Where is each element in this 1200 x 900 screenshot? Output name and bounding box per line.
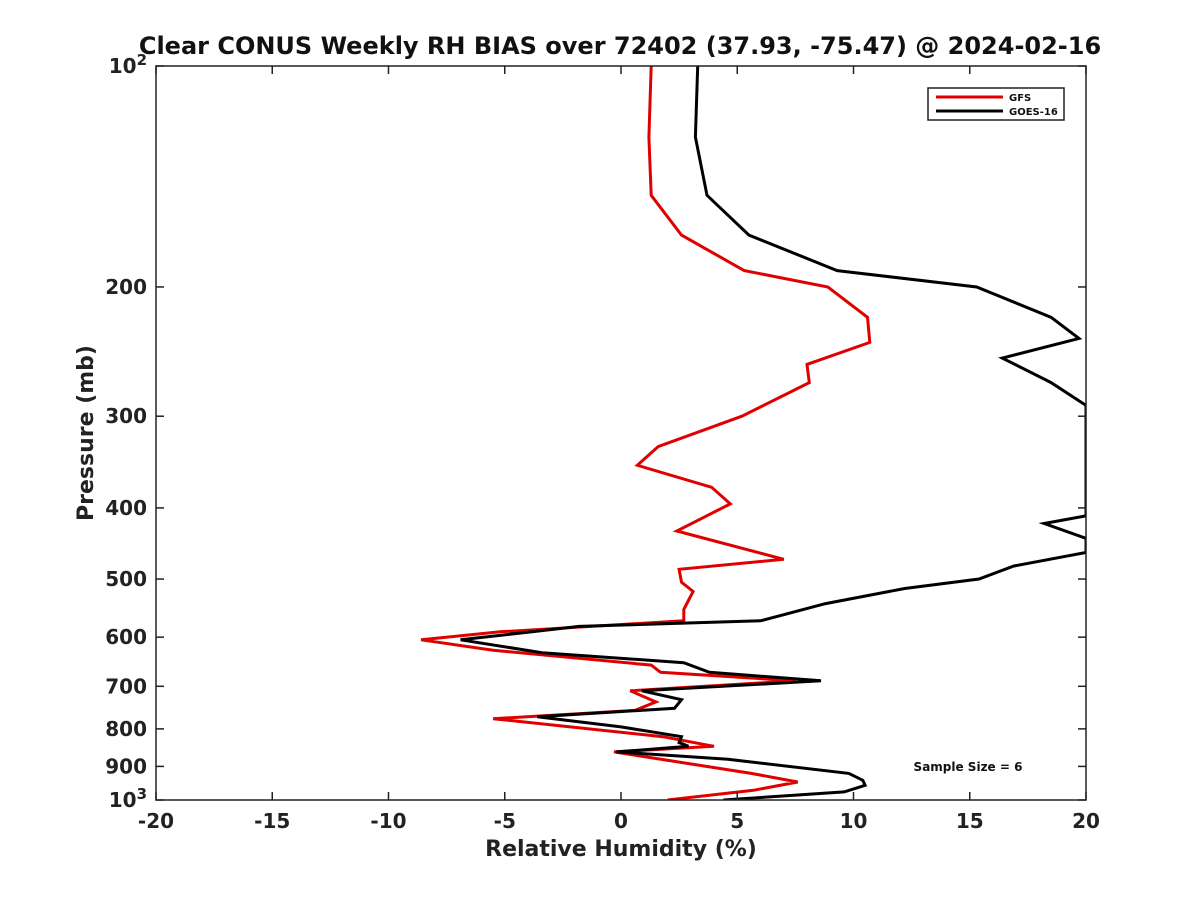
legend-box (927, 87, 1065, 121)
y-tick-label: 500 (105, 567, 147, 591)
y-tick-label: 600 (105, 625, 147, 649)
legend: GFS GOES-16 (927, 87, 1065, 121)
y-tick-label: 800 (105, 717, 147, 741)
plot-area (420, 66, 1086, 800)
y-tick-label: 102 (109, 51, 147, 78)
x-tick-label: -20 (138, 809, 174, 833)
y-tick-label: 400 (105, 496, 147, 520)
x-tick-label: -15 (254, 809, 290, 833)
x-tick-label: 0 (614, 809, 628, 833)
x-tick-label: 10 (840, 809, 868, 833)
chart-title: Clear CONUS Weekly RH BIAS over 72402 (3… (139, 32, 1101, 60)
legend-label-goes16: GOES-16 (1009, 107, 1058, 118)
y-tick-label: 103 (109, 785, 147, 812)
x-tick-label: -5 (494, 809, 516, 833)
series-line-goes16 (460, 66, 1086, 800)
sample-size-annotation: Sample Size = 6 (914, 760, 1023, 774)
x-axis-label: Relative Humidity (%) (485, 837, 757, 862)
x-tick-label: -10 (370, 809, 406, 833)
x-tick-label: 5 (730, 809, 744, 833)
y-tick-label: 700 (105, 674, 147, 698)
x-tick-label: 20 (1072, 809, 1100, 833)
y-axis: 102 200 300 400 500 600 700 800 900 103 (105, 51, 1086, 812)
y-tick-label: 200 (105, 275, 147, 299)
x-axis: -20 -15 -10 -5 0 5 10 15 20 (138, 66, 1100, 833)
legend-label-gfs: GFS (1009, 93, 1031, 104)
x-tick-label: 15 (956, 809, 984, 833)
axes-frame (155, 65, 1087, 801)
y-axis-label: Pressure (mb) (74, 345, 99, 521)
y-tick-label: 900 (105, 754, 147, 778)
y-tick-label: 300 (105, 404, 147, 428)
series-line-gfs (420, 66, 872, 800)
